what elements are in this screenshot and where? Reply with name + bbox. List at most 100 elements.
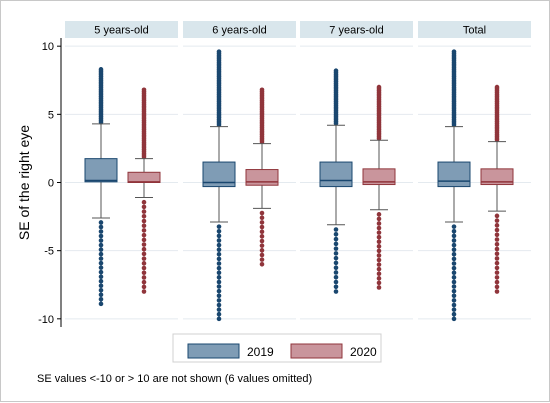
outlier-point [451,298,457,303]
outlier-point [141,242,147,247]
outlier-point [259,238,265,244]
outlier-point [376,280,382,286]
outlier-point [98,274,104,280]
outlier-point [494,284,500,290]
panel-header [300,21,413,38]
outlier-point [376,244,382,249]
outlier-point [141,279,147,285]
outlier-point [376,248,382,254]
outlier-point [376,84,382,90]
outlier-point [98,238,104,243]
outlier-point [494,218,500,223]
outlier-point [451,242,457,248]
outlier-point [333,246,339,251]
outlier-point [376,225,382,231]
outlier-point [141,204,147,210]
outlier-point [216,265,222,271]
outlier-point [98,297,104,302]
outlier-point [98,220,104,225]
outlier-point [333,227,339,232]
y-tick-label: -10 [38,314,54,326]
outlier-point [98,292,104,298]
outlier-point [494,289,500,294]
box-2020 [245,87,279,267]
outlier-point [259,229,265,234]
y-axis: -10 -5 0 5 10 [38,38,62,327]
outlier-point [216,284,222,289]
outlier-point [376,285,382,290]
outlier-point [216,298,222,303]
chart-note: SE values <-10 or > 10 are not shown (6 … [37,373,312,385]
legend-label-2019: 2019 [247,345,274,359]
outlier-point [494,279,500,285]
outlier-point [451,265,457,271]
outlier-point [259,210,265,216]
outlier-point [259,257,265,262]
outlier-point [376,216,382,222]
legend-swatch-2020 [290,343,343,359]
outlier-point [494,275,500,280]
outlier-point [333,260,339,266]
outlier-point [98,278,104,284]
outlier-point [333,232,339,237]
outlier-point [451,293,457,299]
outlier-point [451,49,457,54]
outlier-point [333,255,339,261]
box-iqr [245,169,279,186]
outlier-point [141,251,147,257]
outlier-point [333,251,339,256]
outlier-point [376,212,382,217]
panel-2: 6 years-old [183,21,296,327]
outlier-point [494,223,500,228]
outlier-point [98,265,104,270]
outlier-point [494,213,500,219]
box-2020 [480,84,514,294]
outlier-point [376,230,382,235]
outlier-point [216,279,222,285]
outlier-point [259,224,265,230]
outlier-point [98,242,104,248]
panel-header [183,21,296,38]
outlier-point [216,316,222,322]
outlier-point [451,224,457,229]
outlier-point [376,234,382,240]
outlier-point [494,251,500,257]
outlier-point [98,67,104,72]
outlier-point [494,241,500,247]
outlier-point [494,265,500,271]
outlier-point [494,256,500,261]
outlier-point [216,242,222,248]
outlier-point [141,232,147,238]
outlier-point [98,287,104,293]
box-iqr [319,161,353,188]
outlier-point [141,270,147,276]
outlier-point [98,283,104,289]
outlier-point [216,302,222,308]
outlier-point [216,251,222,257]
outlier-point [98,233,104,239]
outlier-point [259,234,265,239]
outlier-point [216,238,222,243]
outlier-point [98,229,104,234]
outlier-point [216,261,222,266]
outlier-point [451,302,457,308]
outlier-point [259,248,265,253]
outlier-point [376,253,382,258]
outlier-point [141,87,147,93]
outlier-point [333,236,339,242]
outlier-point [376,221,382,226]
panel-4: Total [418,21,531,327]
outlier-point [141,218,147,224]
outlier-point [259,87,265,93]
outlier-point [494,260,500,266]
outlier-point [141,256,147,261]
outlier-point [451,247,457,252]
outlier-point [259,252,265,258]
box-iqr [480,168,514,186]
outlier-point [141,199,147,205]
outlier-point [376,262,382,267]
panel-title: 5 years-old [94,25,148,37]
outlier-point [494,270,500,275]
